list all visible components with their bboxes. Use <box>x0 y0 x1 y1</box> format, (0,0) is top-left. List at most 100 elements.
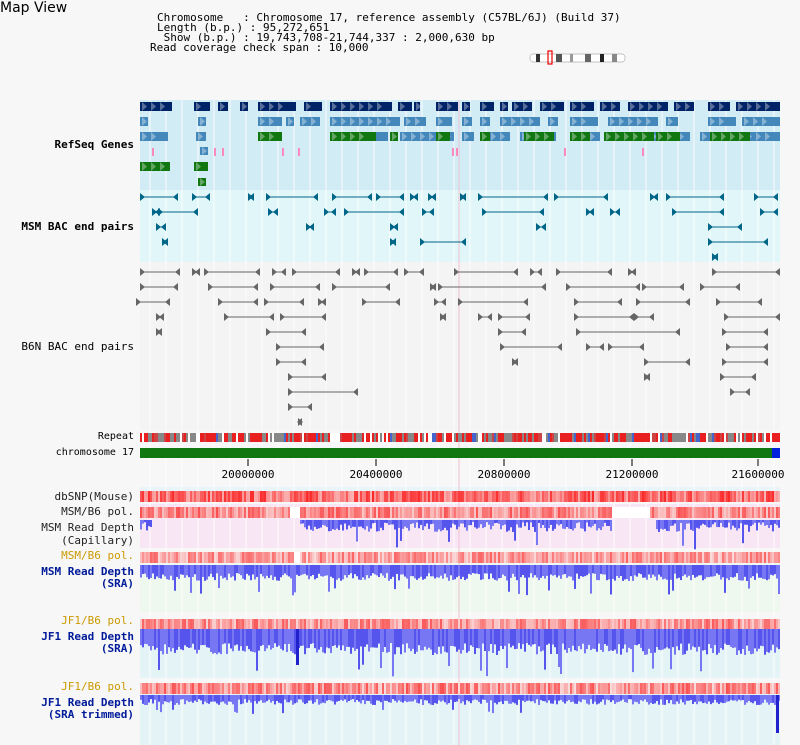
repeat-block <box>200 433 202 442</box>
msm-sra-depth-bar <box>722 565 724 578</box>
jf1-sra-depth-bar <box>518 629 520 644</box>
msm-sra-depth-bar <box>670 565 672 580</box>
jf1-pol-cell <box>544 619 546 629</box>
repeat-block <box>544 433 546 442</box>
msm-cap-depth-bar <box>480 520 482 525</box>
jf1-pol-cell <box>580 619 582 629</box>
repeat-block <box>776 433 778 442</box>
jf1-trim-depth-bar <box>632 695 634 705</box>
msm-pol2-cell <box>208 552 210 563</box>
msm-pol2-cell <box>194 552 196 563</box>
jf1-pol-cell <box>430 619 432 629</box>
bac-end <box>156 223 161 231</box>
gene-arrow <box>350 117 355 126</box>
jf1-pol2-cell <box>766 683 768 694</box>
msm-pol2-cell <box>706 552 708 563</box>
jf1-trim-depth-bar <box>334 695 336 705</box>
repeat-block <box>180 433 182 442</box>
msm-sra-depth-bar <box>254 565 256 580</box>
jf1-trim-depth-bar <box>302 695 304 703</box>
bac-end <box>541 223 546 231</box>
msm-pol2-cell <box>714 552 716 563</box>
gene-arrow <box>602 102 607 111</box>
jf1-pol-cell <box>238 619 240 629</box>
jf1-pol2-cell <box>388 683 390 694</box>
jf1-sra-depth-bar <box>758 629 760 649</box>
dbsnp-cell <box>630 491 632 502</box>
jf1-trim-depth-bar <box>324 695 326 704</box>
msm-pol2-cell <box>624 552 626 563</box>
gene-feature <box>194 162 208 171</box>
repeat-block <box>656 433 658 442</box>
msm-cap-depth-bar <box>606 520 608 526</box>
dbsnp-cell <box>766 491 768 502</box>
repeat-block <box>286 433 288 442</box>
msm-pol-cell <box>430 507 432 518</box>
jf1-pol2-cell <box>532 683 534 694</box>
chromosome-ideogram[interactable] <box>529 50 626 65</box>
msm-pol2-cell <box>414 552 416 563</box>
bac-end <box>353 388 358 396</box>
jf1-trim-depth-bar <box>564 695 566 704</box>
bac-end <box>173 193 178 201</box>
bac-end <box>763 343 768 351</box>
msm-pol-cell <box>420 507 422 518</box>
repeat-block <box>604 433 606 442</box>
msm-pol2-cell <box>776 552 778 563</box>
msm-pol2-cell <box>584 552 586 563</box>
jf1-pol2-cell <box>392 683 394 694</box>
jf1-pol-cell <box>670 619 672 629</box>
jf1-trim-depth-bar <box>656 695 658 702</box>
track-label-b6n-bac[interactable]: B6N BAC end pairs <box>21 340 134 353</box>
jf1-trim-depth-bar <box>168 695 170 703</box>
bac-end <box>775 313 780 321</box>
msm-pol2-cell <box>422 552 424 563</box>
msm-sra-depth-bar <box>612 565 614 579</box>
jf1-pol2-cell <box>454 683 456 694</box>
dbsnp-cell <box>396 491 398 502</box>
repeat-block <box>574 433 576 442</box>
jf1-pol2-cell <box>278 683 280 694</box>
jf1-trim-depth-bar <box>610 695 612 703</box>
repeat-block <box>570 433 572 442</box>
msm-sra-depth-bar <box>276 565 278 581</box>
jf1-pol-cell <box>486 619 488 629</box>
msm-sra-depth-bar <box>154 565 156 580</box>
msm-pol-cell <box>772 507 774 518</box>
msm-pol2-cell <box>506 552 508 563</box>
jf1-trim-depth-bar <box>386 695 388 701</box>
repeat-block <box>178 433 180 442</box>
msm-cap-depth-bar <box>370 520 372 529</box>
repeat-block <box>204 433 206 442</box>
gene-feature <box>304 102 322 111</box>
track-label-refseq[interactable]: RefSeq Genes <box>54 138 134 151</box>
msm-pol-cell <box>376 507 378 518</box>
msm-pol-cell <box>776 507 778 518</box>
dbsnp-cell <box>344 491 346 502</box>
msm-pol-cell <box>272 507 274 518</box>
jf1-pol-cell <box>504 619 506 629</box>
msm-pol-cell <box>400 507 402 518</box>
jf1-sra-depth-bar <box>684 629 686 655</box>
jf1-sra-depth-bar <box>166 629 168 654</box>
msm-sra-depth-bar <box>438 565 440 578</box>
msm-sra-depth-bar <box>702 565 704 581</box>
track-label-msm-bac[interactable]: MSM BAC end pairs <box>21 220 134 233</box>
jf1-pol2-cell <box>726 683 728 694</box>
jf1-pol-cell <box>328 619 330 629</box>
msm-pol2-cell <box>774 552 776 563</box>
msm-pol2-cell <box>428 552 430 563</box>
jf1-sra-depth-bar <box>184 629 186 646</box>
msm-cap-depth-bar <box>552 520 554 531</box>
msm-sra-depth-bar <box>690 565 692 581</box>
jf1-sra-depth-bar <box>220 629 222 655</box>
msm-pol2-cell <box>692 552 694 563</box>
jf1-pol-cell <box>442 619 444 629</box>
jf1-pol-cell <box>150 619 152 629</box>
jf1-sra-depth-bar <box>152 629 154 647</box>
bac-end <box>367 193 372 201</box>
msm-pol2-cell <box>492 552 494 563</box>
msm-sra-depth-bar <box>604 565 606 575</box>
msm-cap-depth-bar <box>772 520 774 532</box>
